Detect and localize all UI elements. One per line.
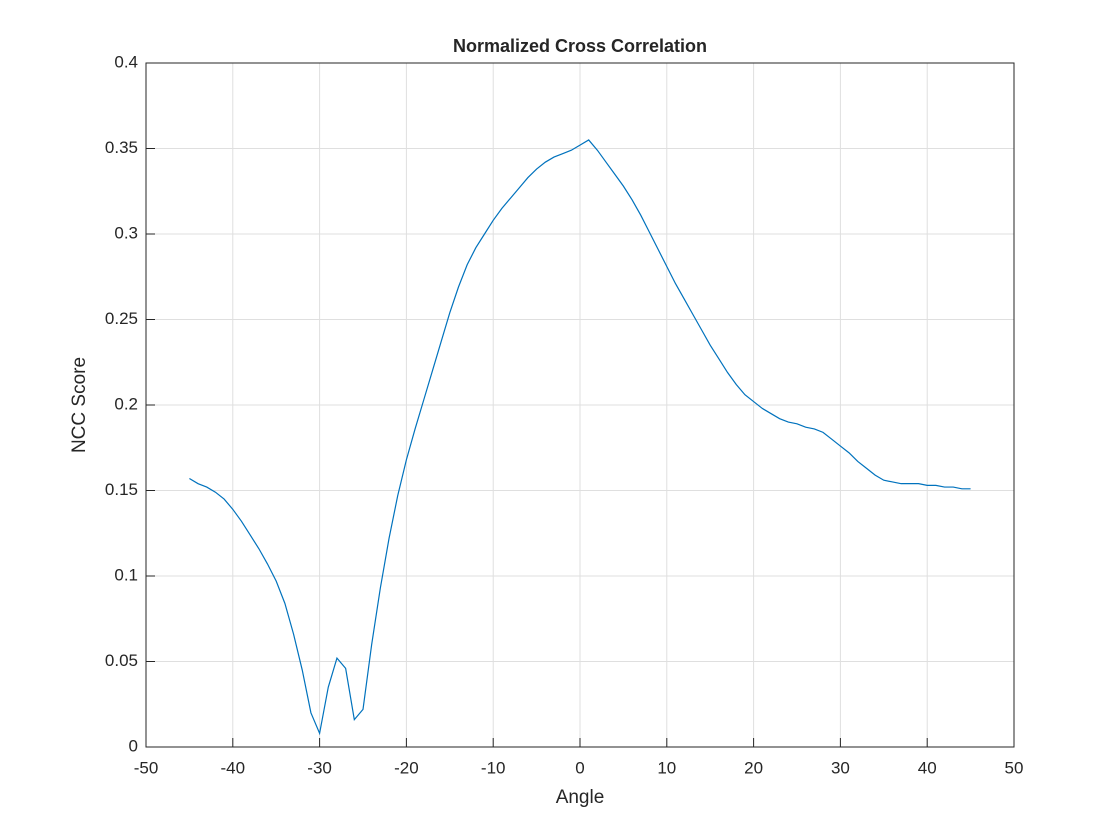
data-line (189, 139, 971, 736)
y-tick-label: 0.3 (114, 223, 138, 242)
x-tick-label: 10 (657, 758, 676, 777)
y-tick-label: 0.1 (114, 565, 138, 584)
x-tick-label: -50 (134, 758, 159, 777)
y-tick-label: 0.35 (105, 138, 138, 157)
x-tick-label: 20 (744, 758, 763, 777)
y-tick-label: 0.15 (105, 480, 138, 499)
x-axis-label: Angle (556, 787, 605, 808)
y-tick-label: 0.4 (114, 52, 138, 71)
x-tick-label: -20 (394, 758, 419, 777)
x-tick-label: -30 (307, 758, 332, 777)
x-tick-label: 50 (1005, 758, 1024, 777)
x-tick-label: -40 (221, 758, 246, 777)
y-tick-label: 0.05 (105, 651, 138, 670)
x-tick-label: 40 (918, 758, 937, 777)
x-tick-label: -10 (481, 758, 506, 777)
y-tick-label: 0 (129, 736, 138, 755)
y-axis-label: NCC Score (69, 357, 90, 453)
x-tick-label: 30 (831, 758, 850, 777)
y-tick-label: 0.25 (105, 309, 138, 328)
y-tick-label: 0.2 (114, 394, 138, 413)
chart-title: Normalized Cross Correlation (453, 36, 707, 56)
axes-box (145, 62, 1015, 748)
x-tick-label: 0 (575, 758, 584, 777)
